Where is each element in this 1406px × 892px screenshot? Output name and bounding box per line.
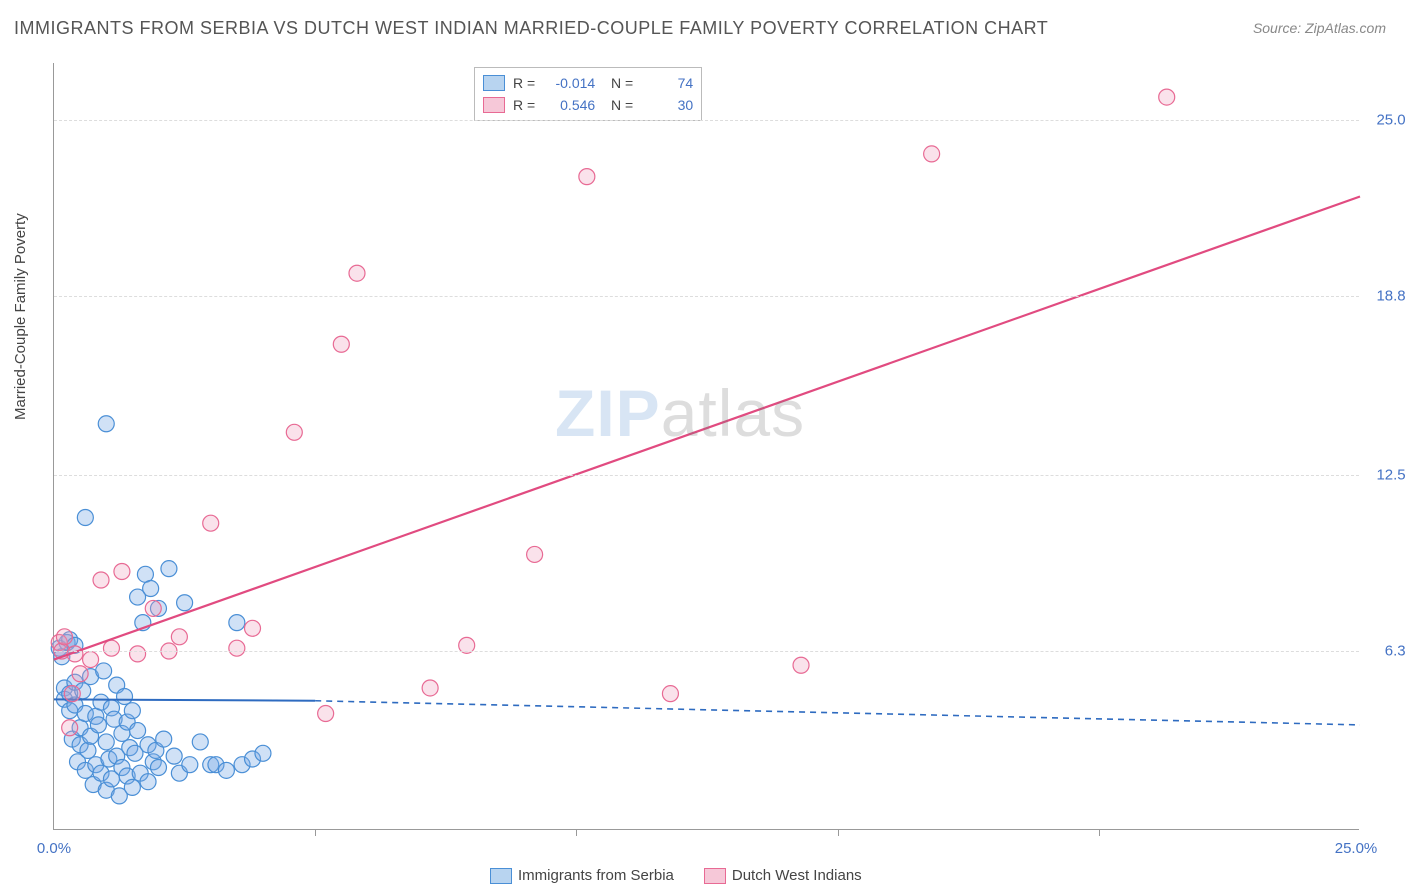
data-point bbox=[579, 169, 595, 185]
data-point bbox=[93, 572, 109, 588]
data-point bbox=[80, 742, 96, 758]
x-tick-label: 25.0% bbox=[1335, 840, 1378, 857]
r-value-serbia: -0.014 bbox=[543, 72, 595, 94]
legend-row-dutch: R = 0.546 N = 30 bbox=[483, 94, 693, 116]
data-point bbox=[90, 717, 106, 733]
gridline-h bbox=[54, 120, 1359, 121]
data-point bbox=[218, 762, 234, 778]
legend-item-serbia: Immigrants from Serbia bbox=[490, 867, 674, 884]
regression-line bbox=[54, 197, 1360, 660]
swatch-serbia bbox=[483, 75, 505, 91]
chart-svg bbox=[54, 63, 1359, 829]
data-point bbox=[662, 686, 678, 702]
y-tick-label: 12.5% bbox=[1376, 466, 1406, 483]
bottom-legend: Immigrants from Serbia Dutch West Indian… bbox=[490, 867, 862, 884]
data-point bbox=[182, 757, 198, 773]
data-point bbox=[77, 510, 93, 526]
r-label: R = bbox=[513, 72, 535, 94]
regression-line bbox=[54, 699, 315, 700]
gridline-h bbox=[54, 651, 1359, 652]
data-point bbox=[72, 666, 88, 682]
r-label: R = bbox=[513, 94, 535, 116]
plot-area: R = -0.014 N = 74 R = 0.546 N = 30 6.3%1… bbox=[53, 63, 1359, 830]
legend-item-dutch: Dutch West Indians bbox=[704, 867, 862, 884]
data-point bbox=[171, 629, 187, 645]
data-point bbox=[192, 734, 208, 750]
x-tick-label: 0.0% bbox=[37, 840, 71, 857]
data-point bbox=[318, 706, 334, 722]
chart-title: IMMIGRANTS FROM SERBIA VS DUTCH WEST IND… bbox=[14, 18, 1048, 39]
data-point bbox=[1159, 89, 1175, 105]
data-point bbox=[229, 615, 245, 631]
data-point bbox=[527, 546, 543, 562]
data-point bbox=[349, 265, 365, 281]
n-label: N = bbox=[603, 94, 633, 116]
data-point bbox=[177, 595, 193, 611]
data-point bbox=[924, 146, 940, 162]
n-label: N = bbox=[603, 72, 633, 94]
n-value-serbia: 74 bbox=[641, 72, 693, 94]
swatch-dutch-bottom bbox=[704, 868, 726, 884]
y-tick-label: 25.0% bbox=[1376, 111, 1406, 128]
data-point bbox=[130, 646, 146, 662]
y-tick-label: 18.8% bbox=[1376, 287, 1406, 304]
swatch-dutch bbox=[483, 97, 505, 113]
data-point bbox=[161, 561, 177, 577]
r-value-dutch: 0.546 bbox=[543, 94, 595, 116]
data-point bbox=[130, 723, 146, 739]
data-point bbox=[245, 620, 261, 636]
data-point bbox=[56, 629, 72, 645]
data-point bbox=[98, 416, 114, 432]
data-point bbox=[114, 563, 130, 579]
data-point bbox=[793, 657, 809, 673]
x-minor-tick bbox=[576, 829, 577, 836]
x-minor-tick bbox=[838, 829, 839, 836]
gridline-h bbox=[54, 296, 1359, 297]
data-point bbox=[255, 745, 271, 761]
data-point bbox=[166, 748, 182, 764]
data-point bbox=[229, 640, 245, 656]
data-point bbox=[203, 515, 219, 531]
y-axis-label: Married-Couple Family Poverty bbox=[12, 213, 29, 420]
y-tick-label: 6.3% bbox=[1385, 643, 1406, 660]
x-minor-tick bbox=[315, 829, 316, 836]
data-point bbox=[150, 760, 166, 776]
legend-row-serbia: R = -0.014 N = 74 bbox=[483, 72, 693, 94]
data-point bbox=[333, 336, 349, 352]
data-point bbox=[62, 720, 78, 736]
data-point bbox=[117, 688, 133, 704]
data-point bbox=[145, 600, 161, 616]
correlation-legend: R = -0.014 N = 74 R = 0.546 N = 30 bbox=[474, 67, 702, 121]
data-point bbox=[103, 640, 119, 656]
data-point bbox=[143, 581, 159, 597]
legend-label-serbia: Immigrants from Serbia bbox=[518, 867, 674, 884]
legend-label-dutch: Dutch West Indians bbox=[732, 867, 862, 884]
swatch-serbia-bottom bbox=[490, 868, 512, 884]
data-point bbox=[96, 663, 112, 679]
data-point bbox=[156, 731, 172, 747]
x-minor-tick bbox=[1099, 829, 1100, 836]
data-point bbox=[137, 566, 153, 582]
data-point bbox=[124, 703, 140, 719]
gridline-h bbox=[54, 475, 1359, 476]
data-point bbox=[83, 652, 99, 668]
data-point bbox=[422, 680, 438, 696]
data-point bbox=[124, 779, 140, 795]
data-point bbox=[64, 686, 80, 702]
data-point bbox=[140, 774, 156, 790]
data-point bbox=[286, 424, 302, 440]
n-value-dutch: 30 bbox=[641, 94, 693, 116]
regression-extrapolation bbox=[315, 701, 1360, 725]
source-attribution: Source: ZipAtlas.com bbox=[1253, 20, 1386, 36]
data-point bbox=[98, 734, 114, 750]
